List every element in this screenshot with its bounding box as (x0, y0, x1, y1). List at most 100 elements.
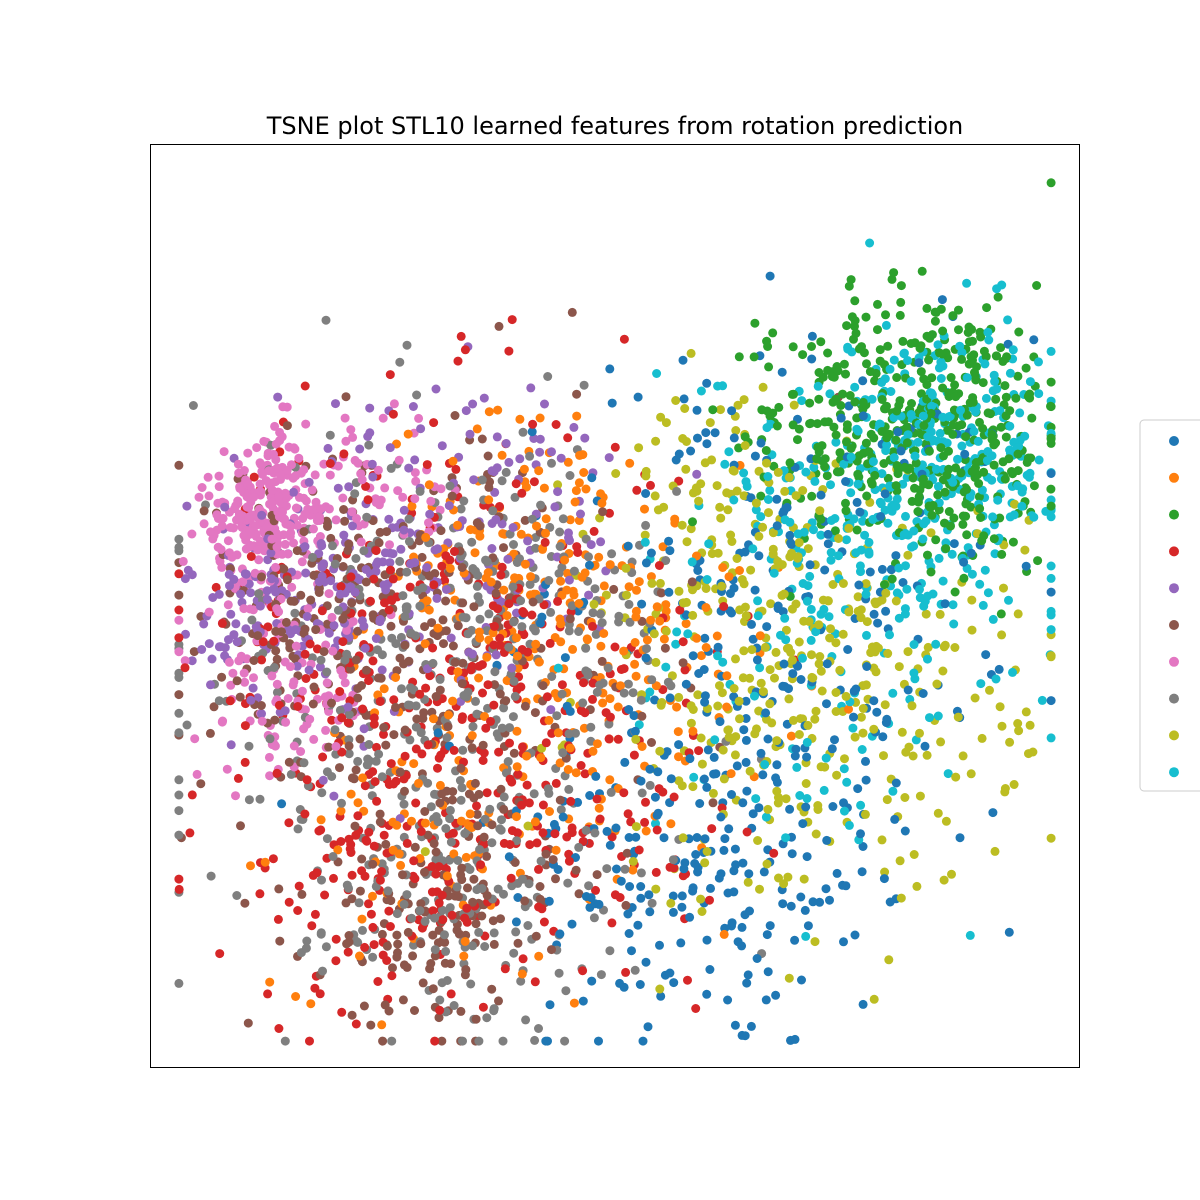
scatter-point-series-8 (724, 732, 734, 742)
scatter-point-series-8 (622, 590, 631, 600)
scatter-point-series-7 (620, 864, 630, 874)
scatter-point-series-3 (476, 860, 486, 870)
scatter-point-series-7 (509, 948, 519, 958)
scatter-point-series-6 (325, 470, 335, 480)
scatter-point-series-2 (757, 405, 767, 415)
scatter-point-series-7 (214, 696, 224, 706)
scatter-point-series-9 (877, 469, 887, 479)
scatter-point-series-5 (416, 939, 426, 949)
scatter-point-series-0 (433, 728, 443, 738)
scatter-point-series-2 (923, 550, 932, 560)
scatter-point-series-4 (433, 544, 443, 554)
scatter-point-series-8 (715, 681, 724, 691)
scatter-point-series-9 (880, 505, 890, 515)
scatter-point-series-3 (654, 561, 664, 570)
scatter-point-series-1 (556, 619, 566, 629)
scatter-point-series-9 (855, 561, 865, 571)
scatter-point-series-0 (611, 823, 621, 833)
scatter-point-series-7 (636, 868, 646, 878)
scatter-point-series-8 (798, 486, 808, 495)
scatter-point-series-8 (655, 984, 665, 994)
scatter-point-series-0 (744, 869, 754, 879)
scatter-point-series-7 (301, 943, 311, 953)
scatter-point-series-5 (319, 647, 329, 657)
scatter-point-series-2 (785, 458, 795, 468)
scatter-point-series-9 (704, 539, 714, 549)
scatter-point-series-1 (628, 865, 638, 875)
scatter-point-series-5 (678, 658, 688, 668)
scatter-point-series-9 (936, 357, 946, 367)
scatter-point-series-5 (351, 655, 361, 665)
scatter-point-series-7 (484, 609, 494, 619)
scatter-point-series-6 (252, 443, 262, 453)
scatter-point-series-1 (646, 572, 656, 582)
scatter-point-series-7 (554, 968, 564, 978)
scatter-point-series-0 (685, 912, 695, 922)
scatter-point-series-7 (536, 500, 546, 510)
scatter-point-series-7 (625, 617, 635, 627)
scatter-point-series-1 (596, 489, 606, 499)
scatter-point-series-4 (180, 574, 190, 584)
scatter-point-series-6 (254, 555, 264, 565)
scatter-point-series-3 (320, 890, 330, 900)
scatter-point-series-7 (188, 401, 198, 410)
scatter-point-series-5 (468, 897, 478, 907)
scatter-point-series-4 (396, 544, 406, 554)
scatter-point-series-1 (422, 596, 432, 606)
scatter-point-series-0 (920, 741, 930, 751)
scatter-point-series-3 (505, 840, 515, 849)
scatter-point-series-3 (347, 870, 357, 880)
scatter-point-series-5 (528, 597, 538, 607)
scatter-point-series-4 (367, 459, 377, 469)
scatter-point-series-1 (661, 600, 671, 610)
scatter-point-series-7 (604, 719, 614, 729)
scatter-point-series-9 (780, 613, 790, 623)
scatter-point-series-1 (484, 495, 494, 505)
scatter-point-series-8 (727, 537, 737, 546)
scatter-point-series-3 (240, 721, 250, 731)
scatter-point-series-5 (637, 711, 647, 721)
scatter-point-series-4 (208, 593, 218, 602)
scatter-point-series-1 (605, 560, 615, 570)
scatter-point-series-3 (433, 763, 442, 773)
scatter-point-series-8 (631, 822, 641, 832)
scatter-point-series-7 (418, 583, 428, 593)
scatter-point-series-5 (420, 622, 430, 632)
scatter-point-series-0 (752, 954, 762, 963)
scatter-point-series-3 (366, 596, 375, 606)
scatter-point-series-8 (671, 396, 681, 405)
scatter-point-series-0 (865, 567, 875, 577)
scatter-point-series-7 (569, 566, 579, 576)
scatter-point-series-3 (678, 637, 688, 647)
scatter-point-series-8 (674, 776, 684, 786)
scatter-point-series-1 (379, 684, 389, 694)
scatter-point-series-0 (808, 897, 818, 907)
scatter-point-series-0 (741, 696, 751, 706)
scatter-point-series-0 (763, 734, 773, 744)
scatter-point-series-1 (442, 871, 452, 881)
scatter-point-series-7 (509, 617, 519, 627)
scatter-point-series-7 (371, 756, 381, 766)
scatter-point-series-9 (903, 356, 913, 365)
scatter-point-series-3 (604, 734, 614, 744)
scatter-point-series-3 (562, 832, 572, 842)
scatter-point-series-0 (861, 756, 870, 766)
scatter-point-series-6 (282, 466, 292, 475)
scatter-point-series-5 (520, 701, 530, 711)
scatter-point-series-4 (289, 487, 298, 497)
scatter-point-series-3 (368, 656, 378, 666)
scatter-point-series-9 (1046, 561, 1056, 571)
scatter-point-series-7 (574, 842, 584, 852)
scatter-point-series-3 (363, 495, 373, 505)
scatter-point-series-3 (402, 838, 412, 848)
scatter-point-series-3 (507, 826, 517, 836)
scatter-point-series-5 (418, 978, 428, 988)
scatter-point-series-5 (427, 618, 437, 628)
scatter-point-series-5 (379, 723, 389, 732)
scatter-point-series-5 (361, 577, 371, 587)
scatter-point-series-7 (374, 749, 384, 759)
scatter-point-series-0 (645, 764, 655, 774)
scatter-point-series-2 (895, 310, 905, 320)
scatter-point-series-6 (356, 537, 366, 547)
scatter-point-series-6 (214, 471, 224, 481)
